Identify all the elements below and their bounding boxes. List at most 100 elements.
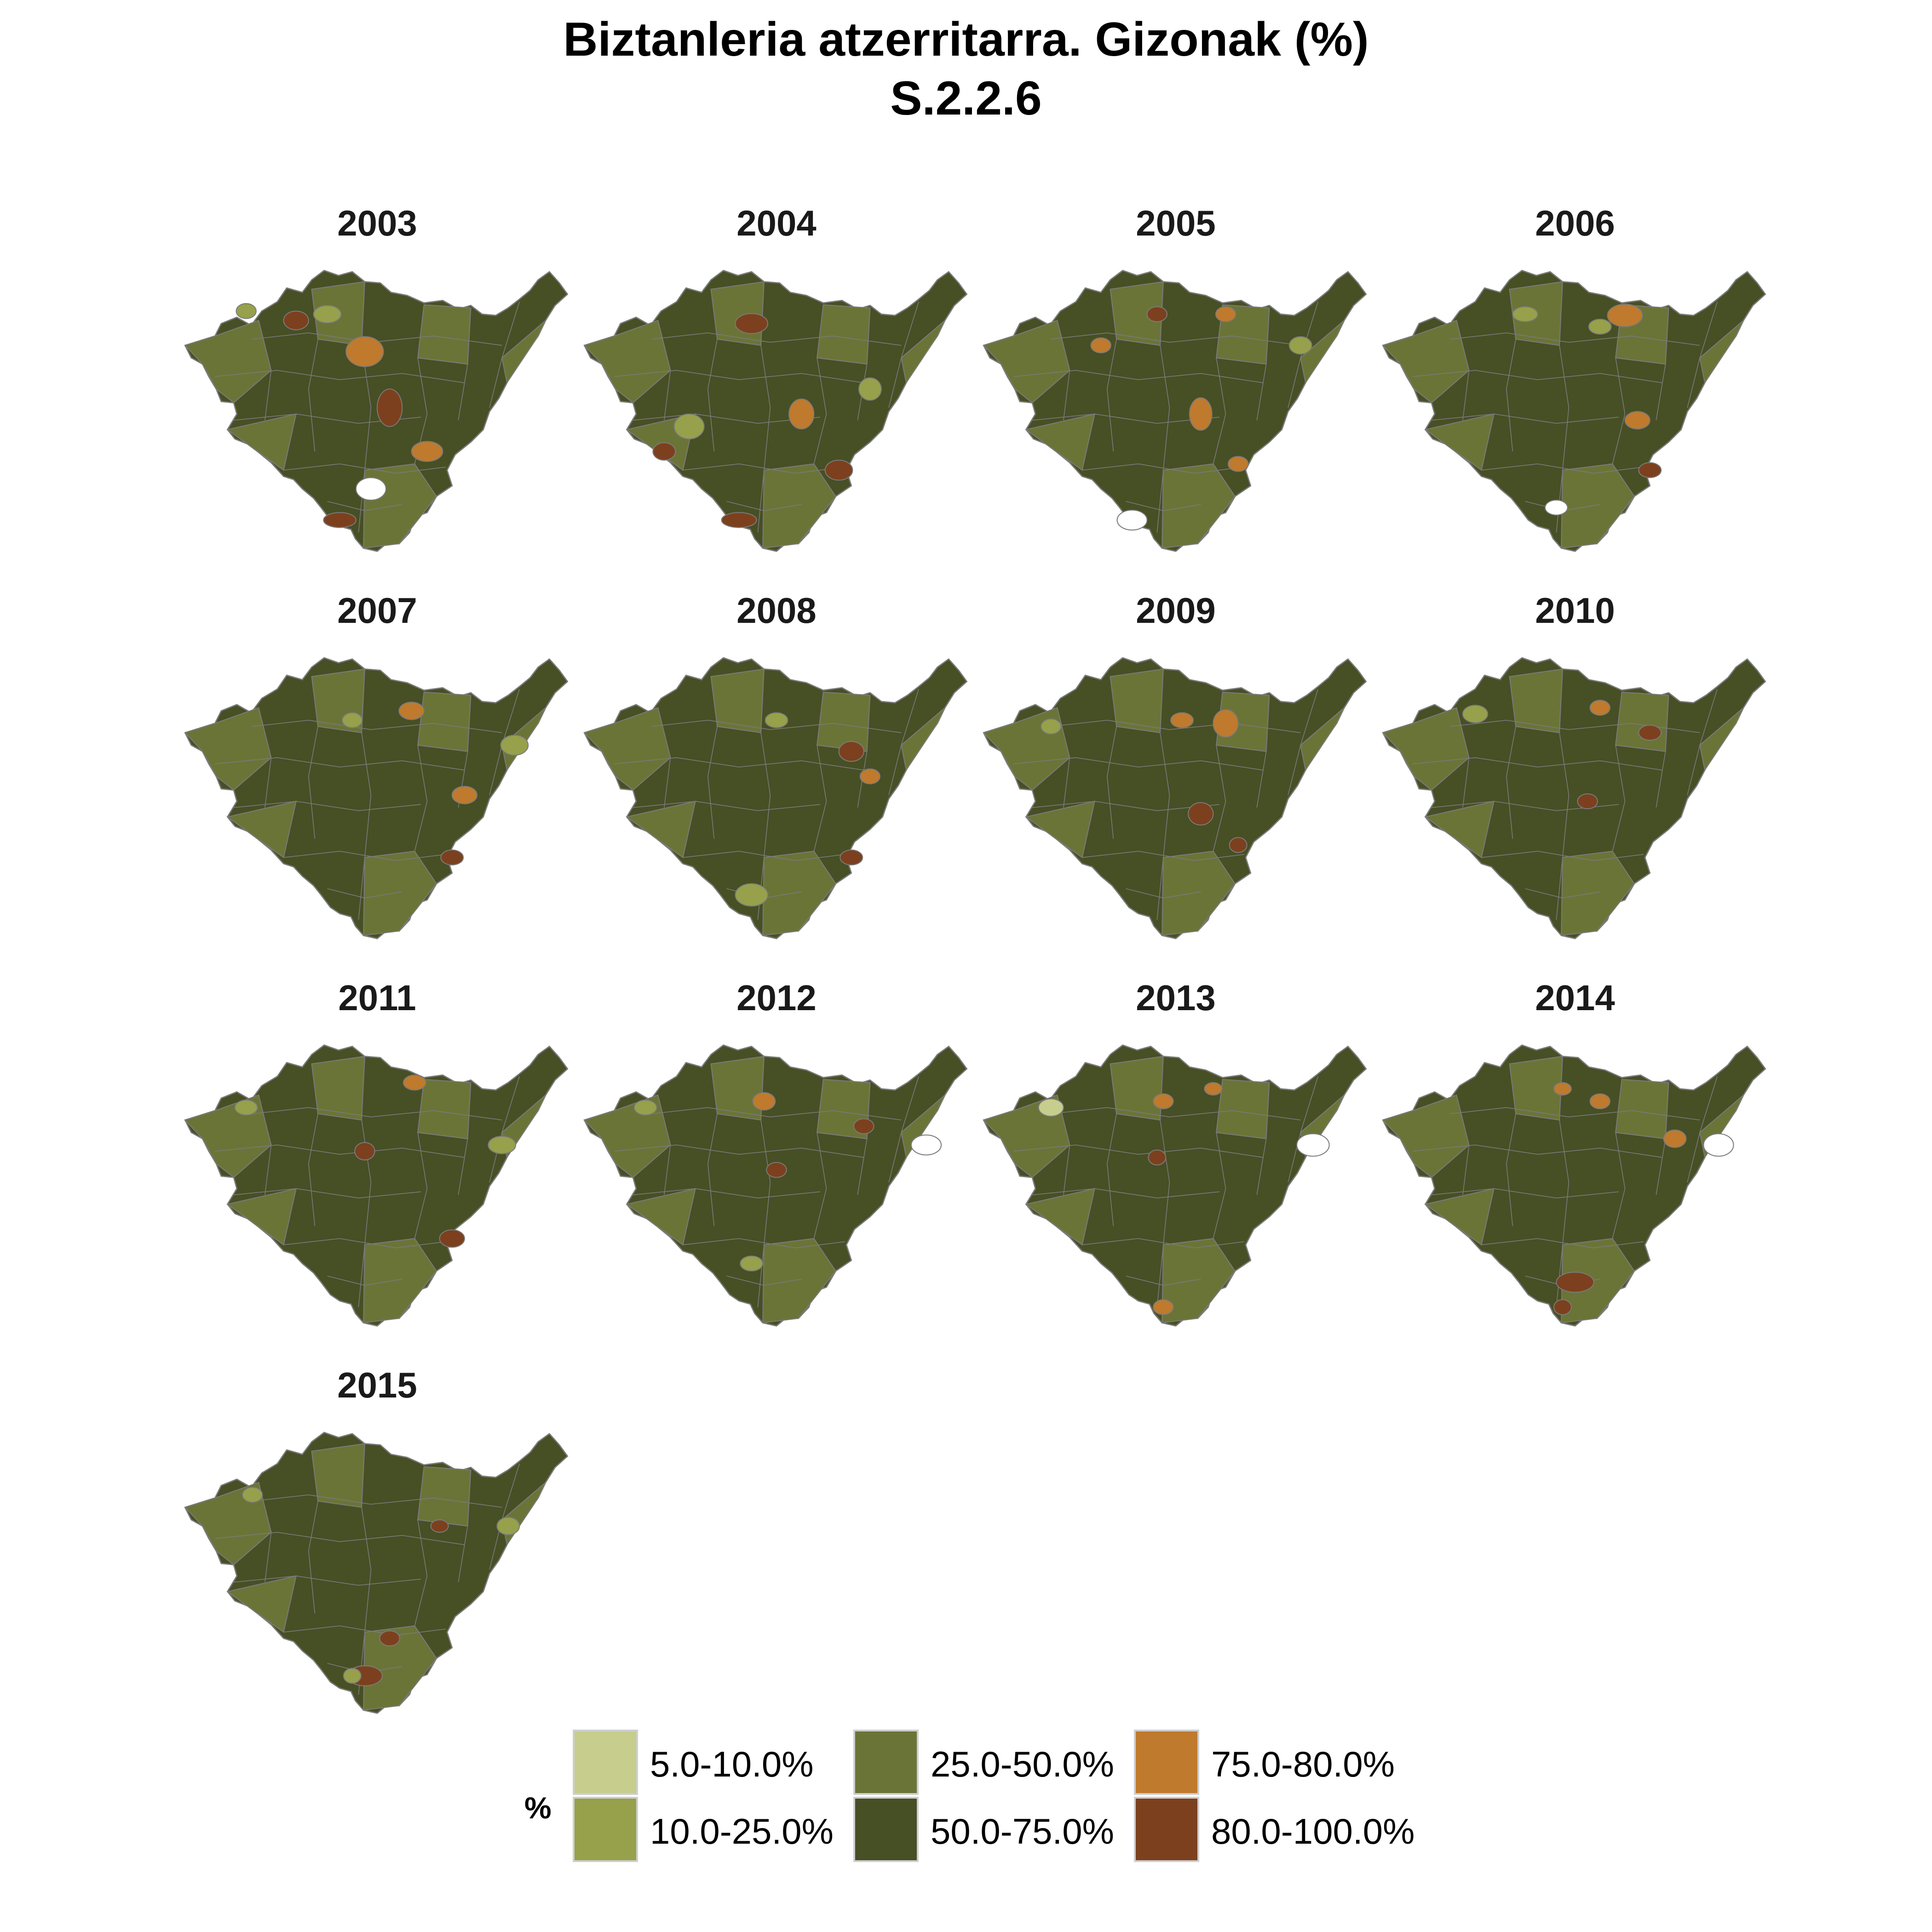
municipality-highlight [789, 399, 814, 429]
choropleth-map [577, 650, 976, 953]
municipality-highlight [1554, 1300, 1571, 1315]
panel-year-label: 2007 [178, 590, 577, 631]
municipality-highlight [1216, 307, 1236, 322]
choropleth-map [178, 650, 577, 953]
municipality-highlight [441, 850, 463, 865]
municipality-highlight [634, 1100, 657, 1115]
choropleth-map [577, 262, 976, 566]
municipality-highlight [1664, 1130, 1686, 1148]
municipality-highlight [753, 1092, 775, 1110]
municipality-area [817, 692, 870, 752]
municipality-highlight [377, 389, 402, 426]
panel-year-label: 2012 [577, 977, 976, 1018]
legend-label-6: 80.0-100.0% [1211, 1811, 1414, 1852]
municipality-highlight [1512, 307, 1537, 322]
municipality-highlight [1171, 713, 1193, 728]
municipality-highlight [1625, 412, 1650, 429]
panel-year-label: 2004 [577, 202, 976, 244]
municipality-highlight [911, 1135, 941, 1155]
map-panel-2011: 2011 [178, 977, 577, 1327]
municipality-highlight [1589, 319, 1611, 334]
municipality-highlight [859, 378, 881, 400]
municipality-highlight [1039, 1099, 1064, 1116]
municipality-highlight [356, 477, 386, 500]
legend-item-4: 50.0-75.0% [853, 1797, 1148, 1864]
choropleth-map [178, 262, 577, 566]
municipality-area [1110, 669, 1163, 732]
chart-title: Biztanleria atzerritarra. Gizonak (%) [0, 10, 1932, 69]
municipality-highlight [431, 1520, 448, 1532]
municipality-highlight [412, 442, 443, 461]
choropleth-map [178, 1037, 577, 1340]
municipality-highlight [735, 884, 768, 906]
municipality-highlight [1213, 710, 1238, 737]
panel-year-label: 2006 [1375, 202, 1775, 244]
municipality-highlight [452, 786, 477, 804]
municipality-highlight [1204, 1082, 1222, 1095]
legend-swatch-3 [853, 1730, 919, 1795]
municipality-highlight [1091, 338, 1111, 353]
municipality-highlight [1117, 510, 1147, 530]
municipality-highlight [380, 1631, 399, 1646]
municipality-highlight [344, 1668, 361, 1684]
legend-label-1: 5.0-10.0% [650, 1743, 814, 1785]
legend-item-1: 5.0-10.0% [573, 1730, 867, 1797]
municipality-highlight [314, 305, 341, 323]
municipality-highlight [1289, 337, 1312, 354]
municipality-area [418, 1080, 471, 1139]
choropleth-map [1375, 262, 1775, 566]
chart-title-block: Biztanleria atzerritarra. Gizonak (%) S.… [0, 10, 1932, 128]
municipality-highlight [242, 1487, 262, 1502]
choropleth-map [1375, 1037, 1775, 1340]
map-panel-2004: 2004 [577, 202, 976, 552]
municipality-highlight [440, 1230, 465, 1248]
legend-item-6: 80.0-100.0% [1134, 1797, 1428, 1864]
map-panel-2012: 2012 [577, 977, 976, 1327]
legend-title: % [524, 1789, 552, 1826]
map-panel-2008: 2008 [577, 590, 976, 939]
legend-label-4: 50.0-75.0% [931, 1811, 1114, 1852]
panel-year-label: 2010 [1375, 590, 1775, 631]
municipality-area [711, 1056, 764, 1120]
panel-year-label: 2015 [178, 1364, 577, 1406]
municipality-highlight [766, 1162, 786, 1178]
map-panel-2014: 2014 [1375, 977, 1775, 1327]
municipality-highlight [1041, 719, 1061, 734]
municipality-area [312, 1056, 365, 1120]
legend-label-3: 25.0-50.0% [931, 1743, 1114, 1785]
municipality-highlight [1153, 1300, 1173, 1315]
panel-year-label: 2013 [976, 977, 1375, 1018]
panel-year-label: 2003 [178, 202, 577, 244]
municipality-highlight [735, 314, 768, 334]
map-panel-2005: 2005 [976, 202, 1375, 552]
map-panel-2015: 2015 [178, 1364, 577, 1714]
municipality-highlight [653, 443, 675, 460]
municipality-highlight [497, 1518, 519, 1535]
map-panel-2006: 2006 [1375, 202, 1775, 552]
map-panel-2007: 2007 [178, 590, 577, 939]
municipality-area [1216, 1080, 1269, 1139]
legend-label-2: 10.0-25.0% [650, 1811, 834, 1852]
municipality-highlight [1153, 1094, 1173, 1109]
municipality-area [418, 305, 471, 364]
legend-label-5: 75.0-80.0% [1211, 1743, 1395, 1785]
municipality-highlight [1590, 700, 1610, 715]
municipality-highlight [323, 512, 356, 528]
map-panel-2009: 2009 [976, 590, 1375, 939]
municipality-highlight [1577, 794, 1597, 809]
municipality-highlight [1545, 500, 1568, 515]
panel-year-label: 2008 [577, 590, 976, 631]
choropleth-map [577, 1037, 976, 1340]
municipality-highlight [840, 850, 862, 865]
legend-swatch-2 [573, 1797, 638, 1862]
legend-item-3: 25.0-50.0% [853, 1730, 1148, 1797]
municipality-highlight [1228, 456, 1248, 472]
municipality-highlight [1230, 838, 1247, 853]
panel-year-label: 2014 [1375, 977, 1775, 1018]
choropleth-map [976, 1037, 1375, 1340]
map-panel-2010: 2010 [1375, 590, 1775, 939]
municipality-highlight [674, 414, 704, 439]
municipality-highlight [399, 702, 424, 719]
municipality-highlight [1297, 1134, 1329, 1156]
legend-swatch-4 [853, 1797, 919, 1862]
